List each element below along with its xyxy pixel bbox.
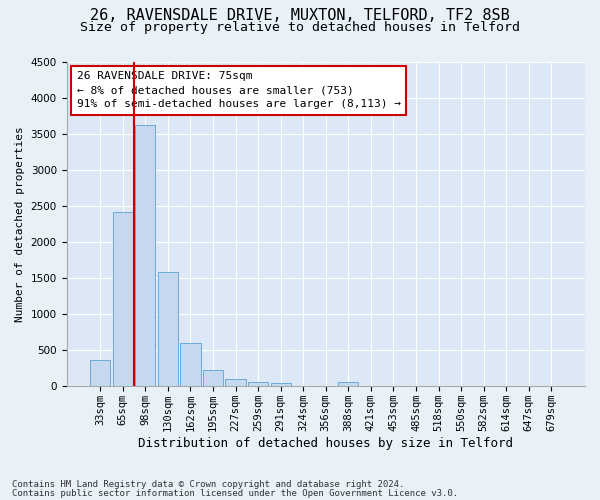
Text: 26 RAVENSDALE DRIVE: 75sqm
← 8% of detached houses are smaller (753)
91% of semi: 26 RAVENSDALE DRIVE: 75sqm ← 8% of detac… <box>77 71 401 109</box>
Bar <box>135 125 155 386</box>
Text: Size of property relative to detached houses in Telford: Size of property relative to detached ho… <box>80 21 520 34</box>
Bar <box>338 382 358 386</box>
Text: Contains public sector information licensed under the Open Government Licence v3: Contains public sector information licen… <box>12 488 458 498</box>
Bar <box>90 360 110 386</box>
Bar <box>203 370 223 386</box>
Bar <box>113 212 133 386</box>
Y-axis label: Number of detached properties: Number of detached properties <box>15 126 25 322</box>
Bar <box>181 343 200 386</box>
Bar <box>226 378 246 386</box>
Text: Contains HM Land Registry data © Crown copyright and database right 2024.: Contains HM Land Registry data © Crown c… <box>12 480 404 489</box>
X-axis label: Distribution of detached houses by size in Telford: Distribution of detached houses by size … <box>138 437 513 450</box>
Bar <box>271 383 291 386</box>
Bar <box>158 272 178 386</box>
Bar <box>248 382 268 386</box>
Text: 26, RAVENSDALE DRIVE, MUXTON, TELFORD, TF2 8SB: 26, RAVENSDALE DRIVE, MUXTON, TELFORD, T… <box>90 8 510 22</box>
